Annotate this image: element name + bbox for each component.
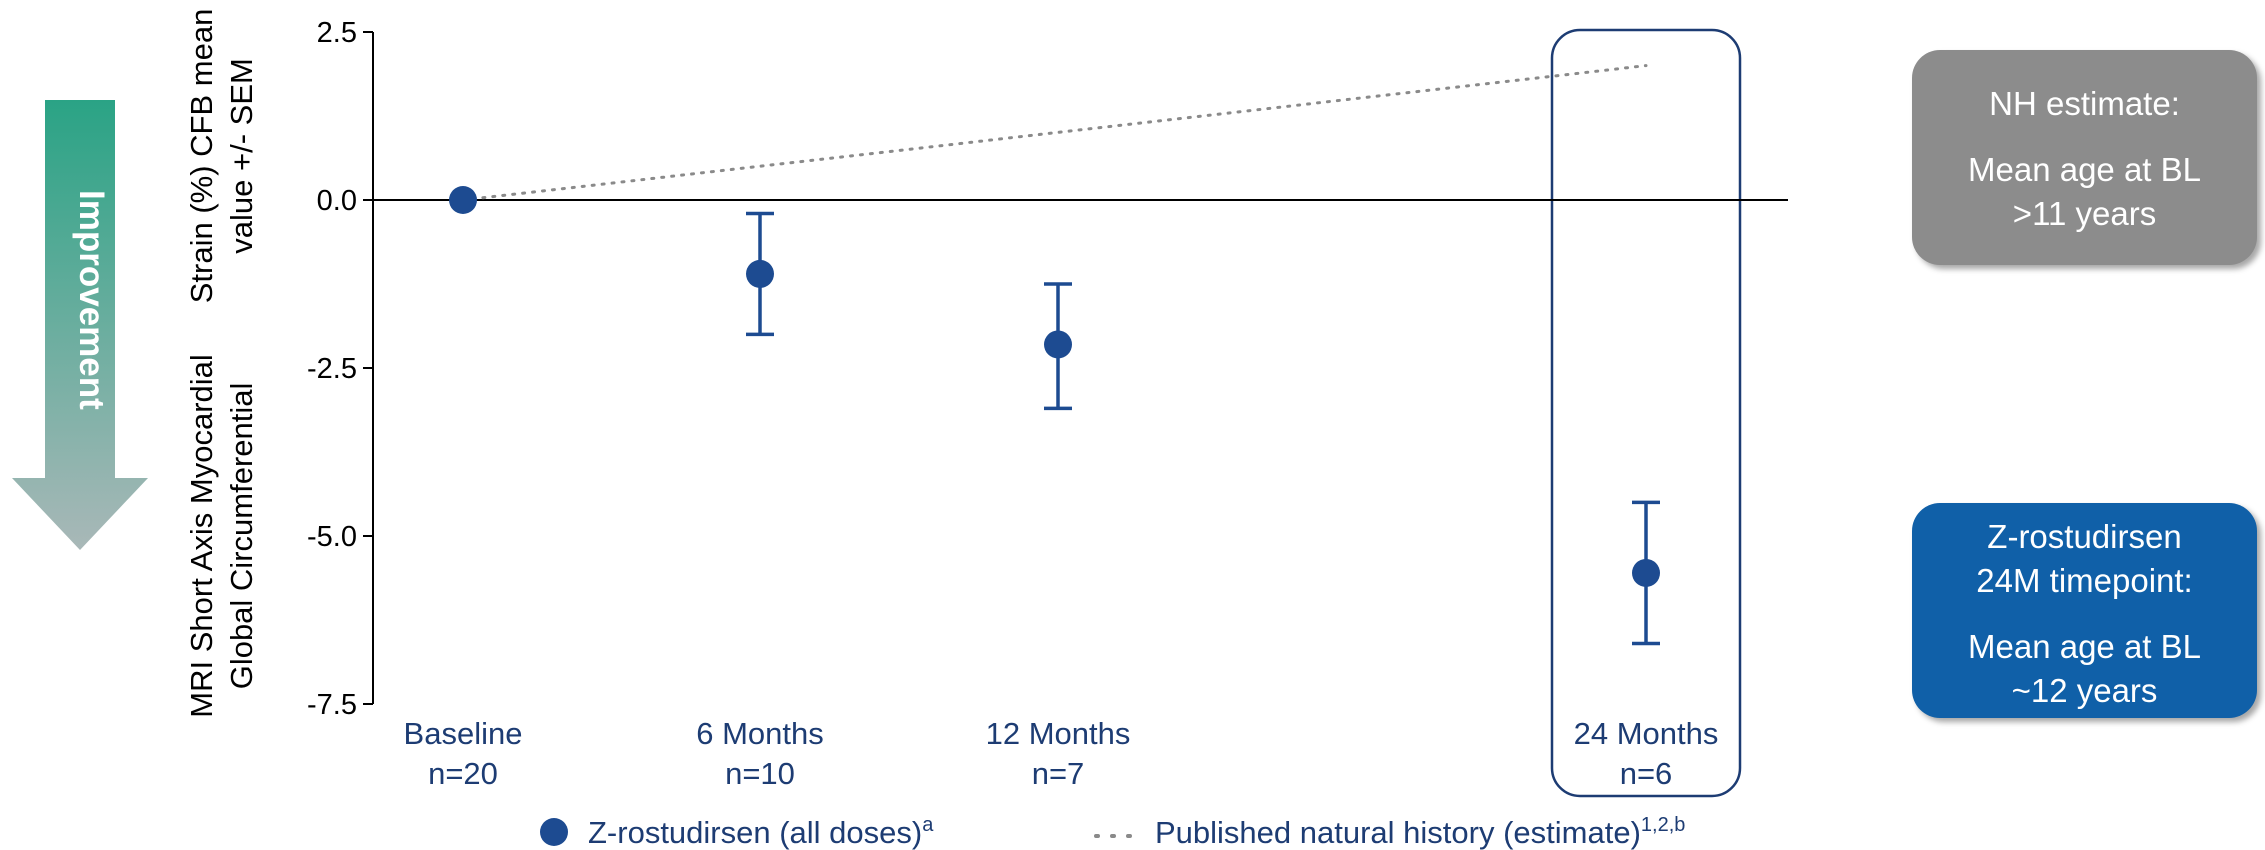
legend-label-natural-history: Published natural history (estimate)1,2,… xyxy=(1155,814,1685,850)
legend-superscript-natural-history: 1,2,b xyxy=(1641,814,1685,836)
legend-superscript-z-rostudirsen: a xyxy=(922,814,934,836)
x-category-n-1: n=10 xyxy=(725,756,795,791)
legend: Z-rostudirsen (all doses)a Published natu… xyxy=(540,814,1685,850)
x-category-label-3: 24 Months xyxy=(1574,716,1719,751)
nh-line-1: Mean age at BL xyxy=(1968,151,2201,188)
improvement-label: Improvement xyxy=(72,190,111,410)
x-category-n-0: n=20 xyxy=(428,756,498,791)
data-point-0 xyxy=(449,186,477,214)
x-category-n-2: n=7 xyxy=(1032,756,1085,791)
data-point-1 xyxy=(746,259,774,288)
y-tick-label-0: 2.5 xyxy=(317,17,357,49)
natural-history-line xyxy=(461,64,1648,202)
y-tick-label-2: -2.5 xyxy=(307,353,357,385)
chart-canvas: 2.5 0.0 -2.5 -5.0 -7.5 Baseline n=20 6 Months n=… xyxy=(307,17,1788,850)
x-category-label-1: 6 Months xyxy=(696,716,824,751)
z-title-2: 24M timepoint: xyxy=(1976,562,2193,599)
highlight-box-24-months xyxy=(1550,28,1742,798)
nh-line-2: >11 years xyxy=(2012,195,2157,232)
y-tick-label-3: -5.0 xyxy=(307,521,357,553)
legend-marker-z-rostudirsen xyxy=(540,818,568,846)
nh-estimate-box: NH estimate: Mean age at BL >11 years xyxy=(1912,50,2257,265)
z-title-1: Z-rostudirsen xyxy=(1987,518,2182,555)
x-category-n-3: n=6 xyxy=(1620,756,1673,791)
data-point-2 xyxy=(1044,330,1072,359)
x-category-label-0: Baseline xyxy=(404,716,523,751)
nh-title: NH estimate: xyxy=(1989,85,2180,122)
x-category-label-2: 12 Months xyxy=(986,716,1131,751)
improvement-arrow: Improvement xyxy=(12,100,148,550)
legend-label-z-rostudirsen: Z-rostudirsen (all doses)a xyxy=(588,814,934,850)
z-line-2: ~12 years xyxy=(2011,672,2158,709)
y-tick-label-4: -7.5 xyxy=(307,689,357,721)
data-point-3 xyxy=(1632,558,1660,587)
z-line-1: Mean age at BL xyxy=(1968,628,2201,665)
z-rostudirsen-24m-box: Z-rostudirsen 24M timepoint: Mean age at… xyxy=(1912,503,2257,718)
y-tick-label-1: 0.0 xyxy=(317,185,357,217)
